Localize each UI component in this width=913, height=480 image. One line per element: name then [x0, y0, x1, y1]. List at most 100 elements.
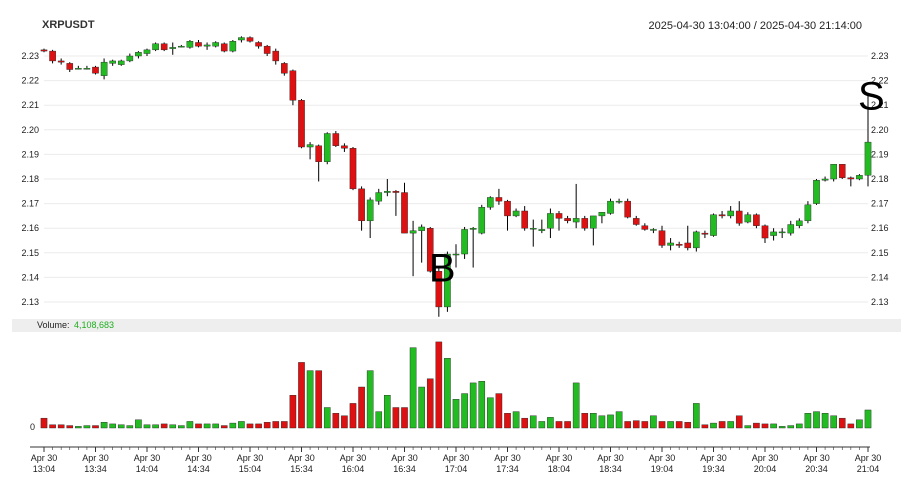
x-tick-label: 17:04 — [445, 464, 468, 474]
candle-body — [349, 148, 357, 190]
candle — [658, 225, 666, 248]
volume-bar — [529, 415, 537, 429]
y-tick-label: 2.17 — [21, 199, 39, 209]
volume-bar — [796, 423, 803, 429]
volume-bar — [392, 407, 400, 429]
candle — [323, 132, 331, 165]
volume-bars — [40, 341, 872, 429]
candle-body — [238, 37, 245, 41]
candle-body — [521, 210, 528, 229]
candle-body — [581, 218, 589, 229]
candle-body — [641, 225, 649, 230]
candle-body — [186, 41, 194, 48]
x-tick-label: Apr 30 — [31, 453, 58, 463]
candle-body — [615, 200, 623, 203]
volume-bar — [212, 423, 219, 429]
candle — [590, 215, 597, 246]
x-tick-label: 15:34 — [290, 464, 313, 474]
candle-body — [366, 199, 374, 222]
volume-bar — [315, 370, 322, 429]
candle — [487, 196, 494, 210]
candle — [392, 190, 400, 216]
candle — [821, 176, 829, 182]
volume-bar — [152, 424, 159, 429]
candle — [452, 244, 460, 268]
candle-body — [220, 43, 228, 52]
volume-bar — [126, 425, 134, 429]
volume-bar — [49, 424, 56, 429]
volume-bar — [117, 424, 125, 429]
candle — [57, 58, 65, 65]
y-tick-label: 2.19 — [21, 149, 39, 159]
candle-body — [66, 63, 74, 70]
x-tick-label: Apr 30 — [288, 453, 315, 463]
candle-body — [426, 227, 434, 272]
volume-bar — [830, 415, 837, 429]
volume-bar — [512, 411, 520, 429]
candle — [83, 65, 91, 70]
candle — [40, 48, 48, 53]
volume-bar — [186, 421, 194, 429]
candle — [169, 42, 177, 55]
candle — [529, 219, 537, 247]
volume-bar — [675, 421, 683, 429]
candle — [547, 208, 554, 239]
volume-bar — [220, 425, 228, 429]
x-tick-label: 18:34 — [599, 464, 622, 474]
volume-bar — [598, 415, 606, 429]
candle — [598, 212, 606, 224]
candle — [246, 36, 254, 43]
candle-body — [160, 43, 168, 51]
volume-bar — [263, 422, 271, 429]
candle-body — [109, 60, 116, 64]
volume-bar — [778, 426, 786, 429]
volume-bar — [289, 395, 297, 429]
volume-bar — [426, 378, 434, 429]
volume-bar — [92, 425, 99, 429]
candle-body — [40, 49, 48, 52]
candle — [641, 223, 649, 231]
x-tick-label: Apr 30 — [494, 453, 521, 463]
y-tick-label: 2.15 — [871, 248, 889, 258]
candle — [564, 215, 571, 224]
y-tick-label: 2.18 — [21, 174, 39, 184]
candle-body — [281, 63, 288, 74]
candle-body — [693, 231, 700, 249]
candle — [607, 198, 614, 215]
candle-body — [478, 207, 486, 234]
candle-body — [126, 55, 134, 62]
x-tick-label: Apr 30 — [237, 453, 264, 463]
candle — [272, 48, 280, 65]
candle — [263, 44, 271, 56]
candle-body — [246, 37, 254, 42]
candle-body — [667, 242, 674, 246]
x-tick-label: 14:34 — [187, 464, 210, 474]
candle — [178, 44, 185, 48]
volume-bar — [744, 425, 752, 429]
x-tick-label: 21:04 — [857, 464, 880, 474]
candle — [109, 59, 116, 66]
candle-body — [607, 200, 614, 214]
candle-body — [847, 177, 855, 180]
candle — [632, 215, 640, 226]
x-tick-label: Apr 30 — [597, 453, 624, 463]
y-tick-label: 2.16 — [21, 223, 39, 233]
volume-bar — [195, 423, 202, 429]
candle — [117, 59, 125, 66]
annotations: BS — [429, 74, 885, 290]
candle — [796, 218, 803, 229]
candle-body — [778, 231, 786, 234]
x-tick-label: Apr 30 — [649, 453, 676, 463]
symbol-title: XRPUSDT — [42, 19, 95, 31]
volume-bar — [109, 423, 116, 429]
x-tick-label: Apr 30 — [391, 453, 418, 463]
volume-bar — [323, 407, 331, 429]
volume-bar — [693, 403, 700, 429]
volume-bar — [469, 382, 477, 429]
volume-bar — [555, 421, 563, 429]
candle-body — [100, 61, 108, 76]
y-tick-label: 2.20 — [871, 125, 889, 135]
volume-bar — [787, 425, 795, 429]
volume-bar — [444, 358, 451, 429]
